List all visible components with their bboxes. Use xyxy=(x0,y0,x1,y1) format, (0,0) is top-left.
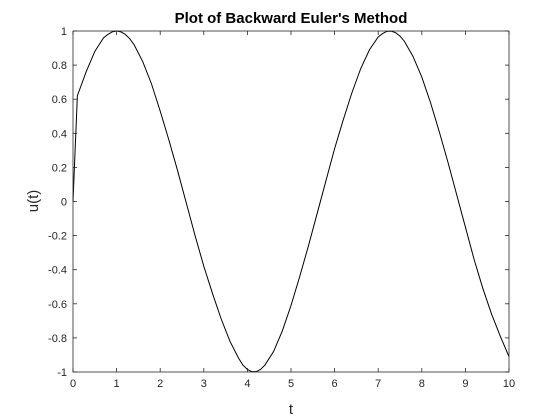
y-tick-label: 0.2 xyxy=(52,162,67,174)
x-tick-label: 8 xyxy=(419,378,425,390)
x-tick-label: 5 xyxy=(288,378,294,390)
y-tick-label: -0.4 xyxy=(48,265,67,277)
x-tick-label: 2 xyxy=(157,378,163,390)
x-tick-label: 3 xyxy=(201,378,207,390)
x-tick-label: 0 xyxy=(70,378,76,390)
y-tick-label: 0.8 xyxy=(52,60,67,72)
x-tick-label: 9 xyxy=(462,378,468,390)
x-tick-label: 7 xyxy=(375,378,381,390)
y-tick-label: -0.6 xyxy=(48,299,67,311)
x-tick-label: 10 xyxy=(503,378,515,390)
y-tick-label: 0.4 xyxy=(52,128,67,140)
chart-title: Plot of Backward Euler's Method xyxy=(175,10,408,27)
y-tick-label: 0.6 xyxy=(52,94,67,106)
y-tick-label: -0.2 xyxy=(48,231,67,243)
y-tick-label: 0 xyxy=(61,197,67,209)
y-tick-label: -0.8 xyxy=(48,333,67,345)
y-tick-label: -1 xyxy=(57,367,67,379)
x-tick-label: 1 xyxy=(114,378,120,390)
y-axis-label: u(t) xyxy=(25,190,42,213)
plot-area xyxy=(73,31,509,372)
x-tick-label: 4 xyxy=(244,378,250,390)
x-tick-label: 6 xyxy=(332,378,338,390)
ticks-layer: 0 1 2 3 4 5 6 7 8 9 10 -1 -0.8 -0.6 -0.4 -0.2 0 0.2 0.4 0.6… xyxy=(48,26,515,390)
y-tick-label: 1 xyxy=(61,26,67,38)
x-axis-label: t xyxy=(289,401,294,418)
